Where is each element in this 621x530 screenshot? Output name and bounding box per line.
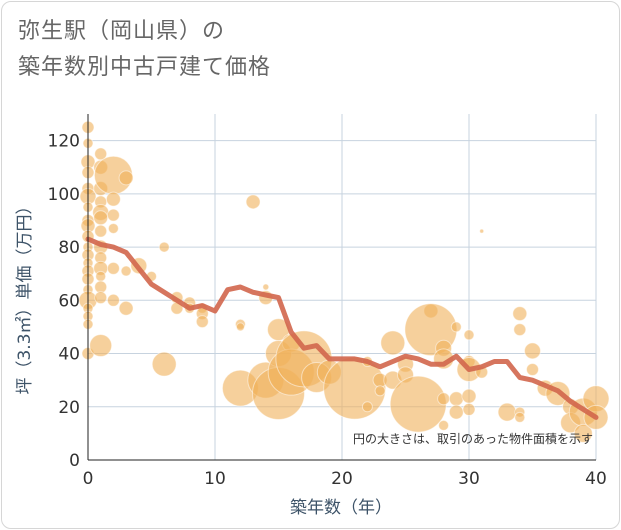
chart-title: 弥生駅（岡山県）の 築年数別中古戸建て価格 [18,14,271,86]
y-tick-label: 60 [58,291,80,311]
bubble-size-note: 円の大きさは、取引のあった物件面積を示す [353,431,593,446]
data-point [94,291,108,305]
data-point [437,392,451,406]
data-point [93,210,109,226]
data-point [513,323,527,337]
data-point [497,402,517,422]
data-point [462,402,476,416]
y-tick-label: 0 [69,451,80,471]
x-tick-label: 20 [331,469,353,489]
data-point [89,334,113,358]
data-point [450,321,462,333]
data-point [573,423,593,443]
data-point [361,401,373,413]
trend-layer [85,236,599,420]
data-point [448,404,464,420]
data-point [105,191,121,207]
data-point [107,222,119,234]
tick-labels: 0 10 20 30 40 0 20 40 60 80 100 120 [48,132,607,489]
x-tick-label: 0 [83,469,94,489]
data-point [262,283,270,291]
data-point [151,351,177,377]
data-point [526,363,539,377]
x-axis-title: 築年数（年） [290,498,392,518]
data-point [94,224,108,238]
x-tick-label: 30 [458,469,480,489]
y-tick-label: 20 [58,398,80,418]
data-point [158,241,170,253]
bubble-layer [78,120,610,443]
data-point [514,411,526,423]
data-point [479,228,485,234]
data-point [95,270,107,282]
chart-title-line-2: 築年数別中古戸建て価格 [18,55,272,80]
data-point [106,208,120,222]
data-point [463,329,475,341]
data-point [195,315,209,329]
y-axis-title: 坪（3.3㎡）単価（万円） [15,197,35,394]
data-point [389,375,447,433]
data-point [118,170,134,186]
data-point [374,385,386,397]
data-point [524,342,541,360]
data-point [118,300,134,316]
data-point [106,293,120,307]
data-point [235,322,245,332]
trend-line [85,236,599,420]
data-point [512,306,528,322]
chart-title-line-1: 弥生駅（岡山県）の [18,19,226,44]
y-tick-label: 100 [48,185,80,205]
x-tick-label: 40 [585,469,607,489]
axes [87,114,596,461]
data-point [120,265,132,277]
y-tick-label: 120 [48,132,80,152]
data-point [461,388,477,404]
data-point [380,330,406,356]
data-point [106,261,120,275]
y-tick-label: 80 [58,238,80,258]
data-point [438,419,450,431]
x-tick-label: 10 [204,469,226,489]
data-point [448,391,464,407]
data-point [245,194,261,210]
y-tick-label: 40 [58,345,80,365]
